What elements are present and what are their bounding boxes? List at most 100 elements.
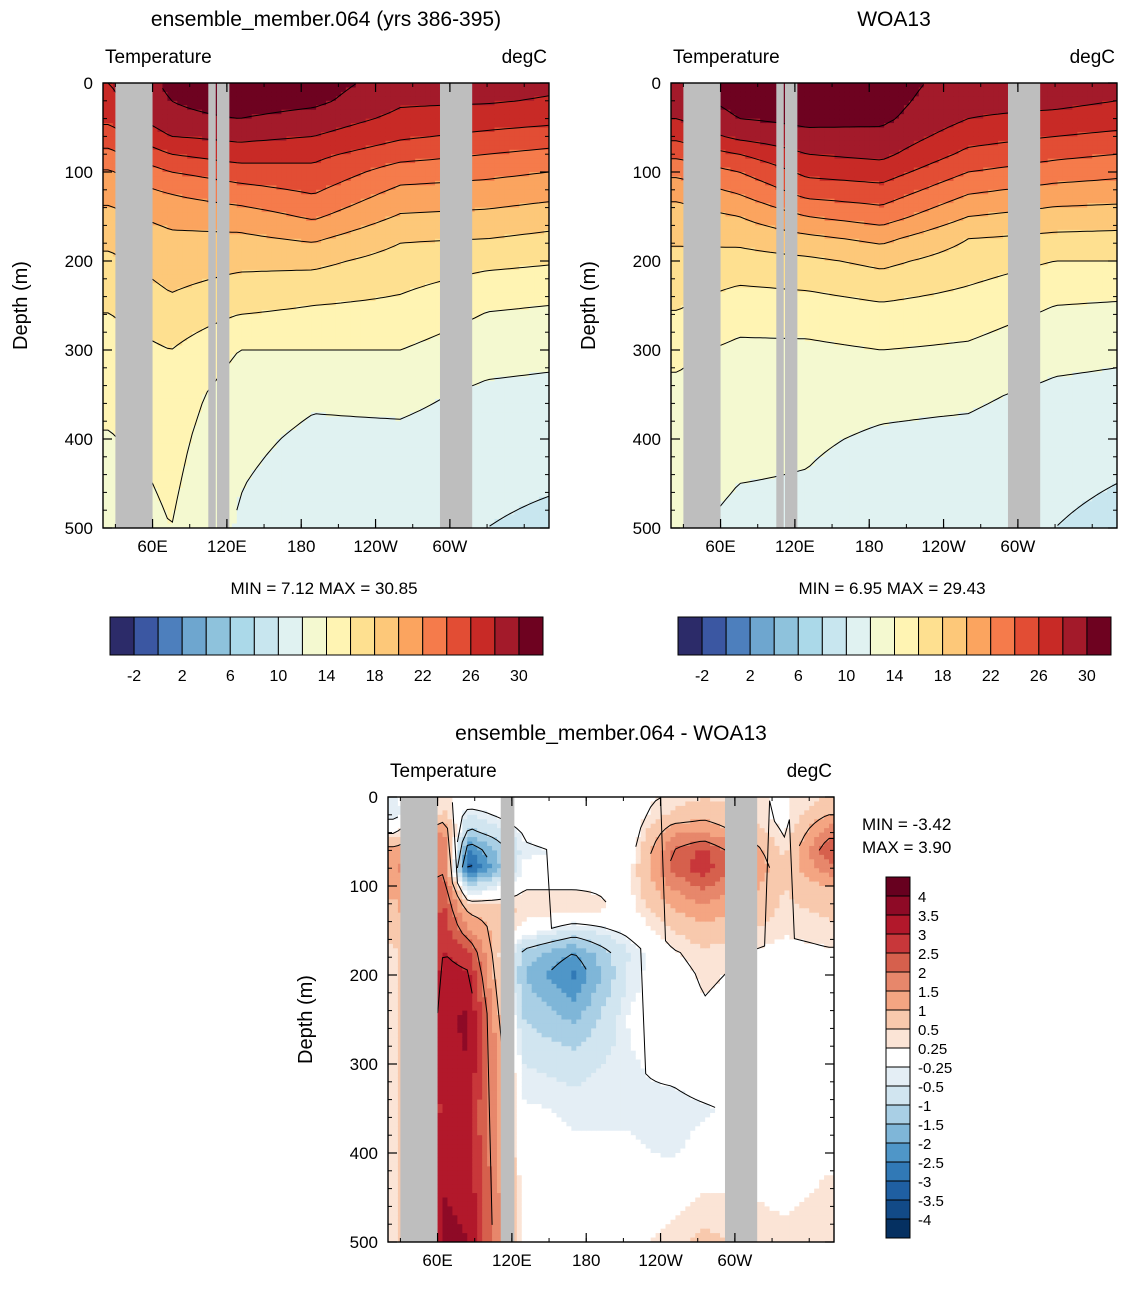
field-cell (157, 452, 164, 458)
field-cell (167, 412, 173, 418)
field-cell (152, 301, 159, 307)
field-cell (301, 145, 307, 151)
field-cell (167, 283, 173, 289)
field-cell (256, 496, 263, 502)
field-cell (345, 172, 352, 178)
field-cell (202, 256, 208, 262)
field-cell (107, 229, 114, 235)
field-cell (286, 425, 292, 431)
field-cell (281, 118, 287, 124)
field-cell (311, 274, 317, 280)
field-cell (311, 172, 317, 178)
field-cell (261, 439, 268, 445)
field-cell (251, 261, 258, 267)
field-cell (316, 96, 322, 102)
field-cell (162, 296, 169, 302)
field-cell (286, 350, 292, 356)
field-cell (251, 109, 258, 115)
field-cell (321, 367, 327, 373)
field-cell (306, 140, 312, 146)
field-cell (266, 96, 273, 102)
field-cell (197, 505, 203, 511)
field-cell (345, 385, 352, 391)
field-cell (251, 345, 258, 351)
field-cell (261, 114, 268, 120)
field-cell (103, 140, 109, 146)
field-cell (256, 510, 263, 516)
field-cell (197, 318, 203, 324)
field-cell (231, 487, 238, 493)
field-cell (177, 220, 183, 226)
field-cell (326, 456, 332, 462)
field-cell (306, 256, 312, 262)
field-cell (182, 274, 188, 280)
field-cell (256, 96, 263, 102)
field-cell (172, 363, 178, 369)
field-cell (281, 363, 287, 369)
field-cell (231, 305, 238, 311)
field-cell (316, 118, 322, 124)
field-cell (172, 350, 178, 356)
field-cell (311, 345, 317, 351)
field-cell (167, 483, 173, 489)
field-cell (241, 185, 248, 191)
field-cell (291, 434, 297, 440)
field-cell (281, 287, 287, 293)
field-cell (187, 301, 193, 307)
field-cell (103, 234, 109, 240)
field-cell (152, 180, 159, 186)
field-cell (202, 140, 208, 146)
field-cell (306, 127, 312, 133)
field-cell (246, 487, 253, 493)
field-cell (226, 354, 233, 360)
field-cell (192, 220, 198, 226)
field-cell (271, 492, 278, 498)
field-cell (311, 416, 317, 422)
field-cell (167, 234, 173, 240)
field-cell (311, 283, 317, 289)
field-cell (107, 127, 114, 133)
field-cell (226, 456, 233, 462)
field-cell (281, 194, 287, 200)
field-cell (202, 327, 208, 333)
field-cell (182, 301, 188, 307)
field-cell (326, 287, 332, 293)
field-cell (311, 163, 317, 169)
field-cell (103, 105, 109, 111)
field-cell (321, 91, 327, 97)
field-cell (340, 109, 347, 115)
field-cell (246, 363, 253, 369)
field-cell (291, 350, 297, 356)
field-cell (261, 465, 268, 471)
field-cell (202, 398, 208, 404)
field-cell (157, 136, 164, 142)
field-cell (107, 519, 114, 525)
field-cell (345, 416, 352, 422)
field-cell (306, 87, 312, 93)
field-cell (187, 96, 193, 102)
field-cell (281, 350, 287, 356)
field-cell (167, 350, 173, 356)
field-cell (107, 323, 114, 329)
field-cell (326, 105, 332, 111)
field-cell (261, 243, 268, 249)
field-cell (261, 127, 268, 133)
field-cell (107, 203, 114, 209)
field-cell (301, 505, 307, 511)
field-cell (291, 354, 297, 360)
field-cell (167, 447, 173, 453)
field-cell (226, 430, 233, 436)
field-cell (172, 256, 178, 262)
field-cell (202, 363, 208, 369)
field-cell (202, 487, 208, 493)
field-cell (340, 332, 347, 338)
field-cell (187, 465, 193, 471)
field-cell (335, 465, 342, 471)
field-cell (271, 474, 278, 480)
field-cell (330, 309, 337, 315)
field-cell (107, 398, 114, 404)
field-cell (286, 149, 292, 155)
field-cell (321, 434, 327, 440)
field-cell (192, 501, 198, 507)
field-cell (157, 403, 164, 409)
